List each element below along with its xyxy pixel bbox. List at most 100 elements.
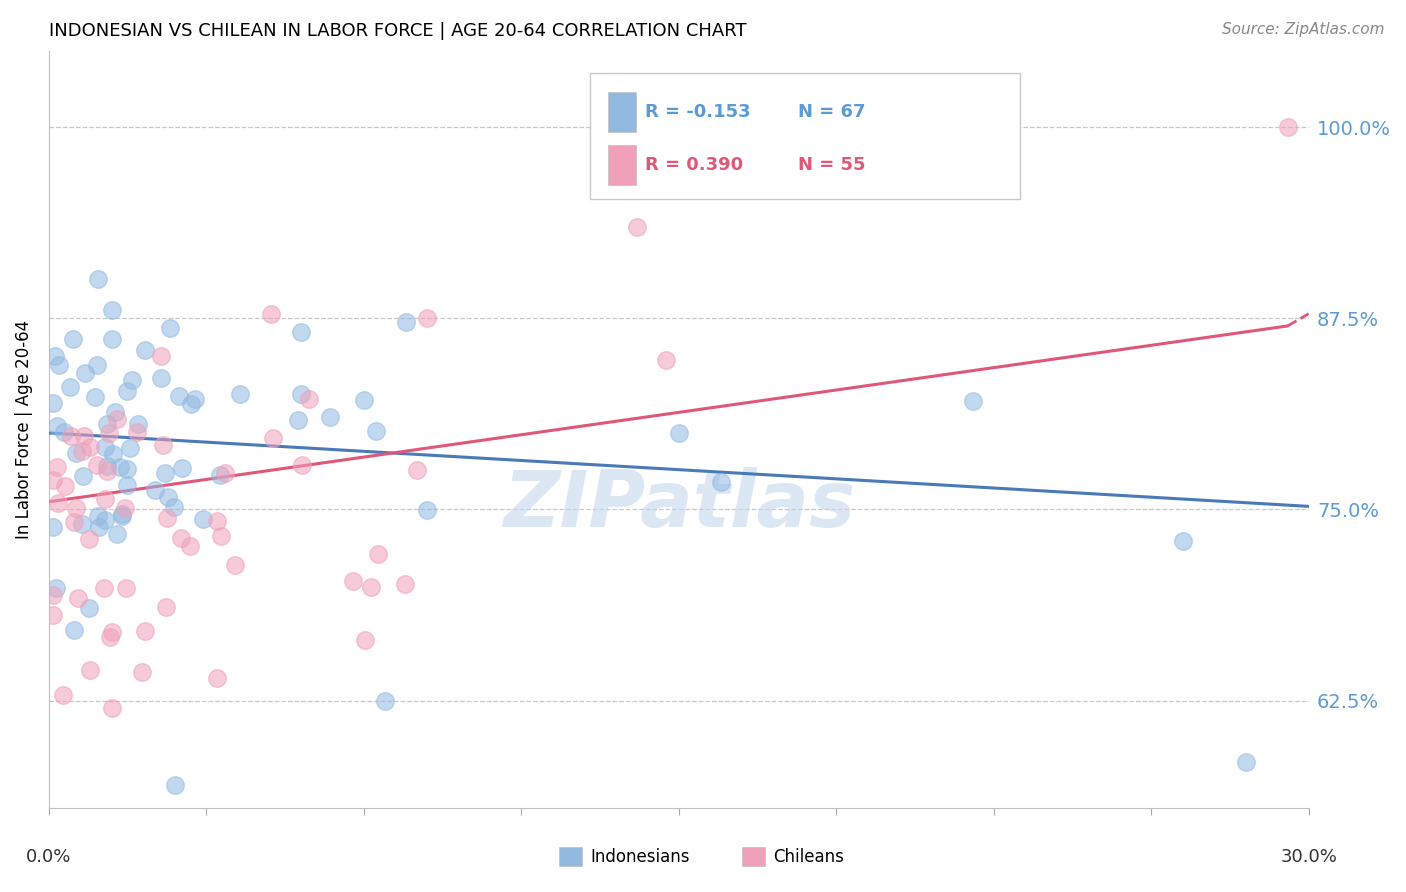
Point	[209, 529, 232, 543]
Point	[159, 320, 181, 334]
Text: N = 55: N = 55	[799, 156, 866, 174]
Point	[157, 490, 180, 504]
Point	[155, 599, 177, 614]
Point	[1277, 120, 1299, 135]
Text: 30.0%: 30.0%	[1281, 847, 1337, 866]
Point	[86, 358, 108, 372]
Text: Chileans: Chileans	[773, 847, 844, 865]
Text: 0.0%: 0.0%	[27, 847, 72, 866]
Point	[260, 307, 283, 321]
Point	[105, 526, 128, 541]
Point	[374, 693, 396, 707]
Point	[53, 479, 76, 493]
Point	[103, 447, 125, 461]
Point	[65, 501, 87, 516]
Point	[962, 393, 984, 408]
Point	[290, 325, 312, 339]
Point	[42, 396, 65, 410]
Point	[208, 467, 231, 482]
Point	[710, 475, 733, 490]
Point	[207, 515, 229, 529]
Point	[170, 531, 193, 545]
Point	[224, 558, 246, 572]
Point	[150, 370, 173, 384]
Point	[96, 417, 118, 431]
Point	[143, 483, 166, 497]
Point	[406, 463, 429, 477]
Point	[354, 632, 377, 647]
Point	[79, 663, 101, 677]
Point	[67, 591, 90, 606]
Point	[229, 387, 252, 401]
Point	[395, 315, 418, 329]
Point	[59, 380, 82, 394]
Point	[89, 520, 111, 534]
Point	[98, 630, 121, 644]
Point	[44, 350, 66, 364]
Point	[291, 458, 314, 472]
Point	[179, 539, 201, 553]
Point	[48, 358, 70, 372]
Point	[73, 428, 96, 442]
Point	[62, 332, 84, 346]
Point	[111, 509, 134, 524]
Point	[70, 516, 93, 531]
Point	[167, 388, 190, 402]
Point	[120, 441, 142, 455]
Text: Source: ZipAtlas.com: Source: ZipAtlas.com	[1222, 22, 1385, 37]
Point	[319, 410, 342, 425]
Point	[183, 392, 205, 406]
Point	[42, 608, 65, 623]
Point	[42, 520, 65, 534]
Point	[59, 429, 82, 443]
Point	[153, 466, 176, 480]
Point	[94, 492, 117, 507]
Point	[655, 353, 678, 368]
Point	[172, 461, 194, 475]
Point	[180, 397, 202, 411]
Point	[63, 515, 86, 529]
Point	[97, 425, 120, 440]
Point	[131, 665, 153, 680]
Point	[52, 688, 75, 702]
Point	[73, 366, 96, 380]
Point	[214, 466, 236, 480]
Point	[63, 623, 86, 637]
Point	[42, 473, 65, 487]
Point	[150, 349, 173, 363]
Point	[1234, 755, 1257, 769]
Point	[163, 500, 186, 514]
Point	[72, 469, 94, 483]
Point	[156, 511, 179, 525]
Point	[115, 581, 138, 595]
Point	[96, 459, 118, 474]
Point	[134, 624, 156, 638]
Text: INDONESIAN VS CHILEAN IN LABOR FORCE | AGE 20-64 CORRELATION CHART: INDONESIAN VS CHILEAN IN LABOR FORCE | A…	[49, 22, 747, 40]
Text: ZIPatlas: ZIPatlas	[503, 467, 855, 543]
Point	[101, 624, 124, 639]
Point	[125, 425, 148, 440]
Point	[114, 500, 136, 515]
Point	[394, 577, 416, 591]
Point	[83, 390, 105, 404]
Point	[191, 512, 214, 526]
Y-axis label: In Labor Force | Age 20-64: In Labor Force | Age 20-64	[15, 319, 32, 539]
Point	[668, 425, 690, 440]
Point	[111, 507, 134, 521]
Point	[353, 393, 375, 408]
Point	[108, 459, 131, 474]
Point	[115, 477, 138, 491]
Point	[134, 343, 156, 357]
Point	[101, 302, 124, 317]
Point	[77, 532, 100, 546]
Point	[94, 440, 117, 454]
Point	[416, 503, 439, 517]
Point	[104, 405, 127, 419]
Text: R = -0.153: R = -0.153	[645, 103, 751, 120]
Point	[127, 417, 149, 432]
Point	[96, 464, 118, 478]
Point	[360, 580, 382, 594]
Point	[53, 425, 76, 440]
Point	[367, 547, 389, 561]
Point	[94, 512, 117, 526]
